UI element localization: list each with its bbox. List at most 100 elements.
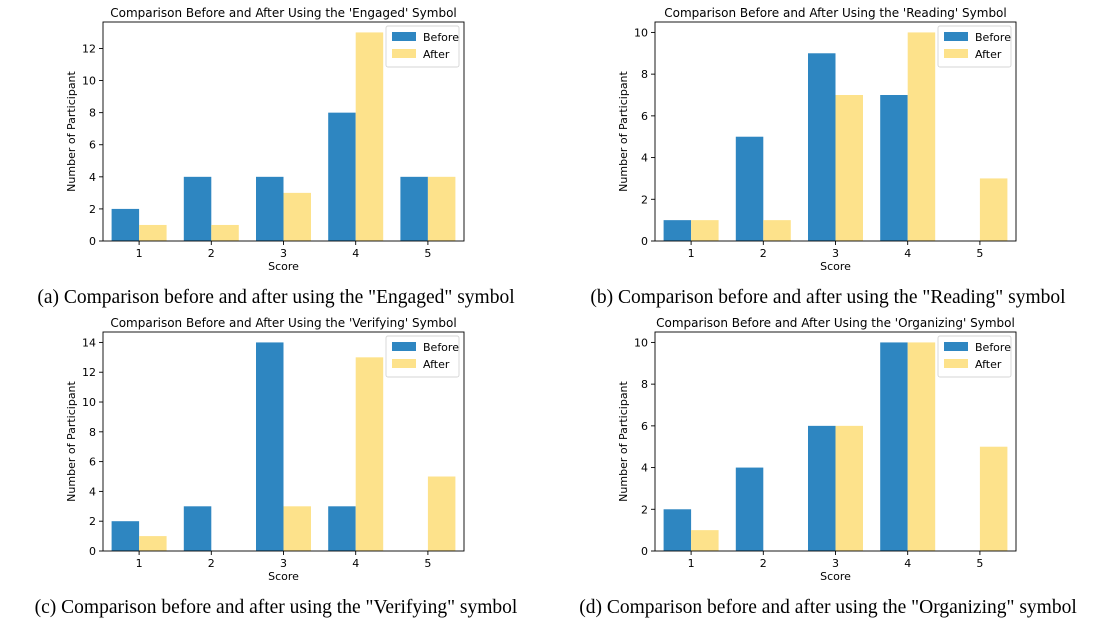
- bar-before-4: [328, 506, 356, 551]
- legend-label-after: After: [423, 48, 450, 61]
- y-axis-label: Number of Participant: [65, 70, 78, 191]
- x-tick-label: 4: [352, 557, 359, 570]
- chart-svg: Comparison Before and After Using the 'E…: [65, 6, 465, 273]
- bar-after-5: [427, 476, 456, 551]
- bar-after-4: [355, 32, 384, 241]
- y-tick-label: 6: [641, 110, 648, 123]
- bar-after-5: [979, 446, 1008, 551]
- y-tick-label: 2: [89, 515, 96, 528]
- y-tick-label: 2: [89, 203, 96, 216]
- y-tick-label: 6: [89, 456, 96, 469]
- bar-after-3: [835, 95, 863, 241]
- chart-panel-engaged: Comparison Before and After Using the 'E…: [0, 0, 552, 310]
- chart-panel-organizing: Comparison Before and After Using the 'O…: [552, 310, 1104, 621]
- x-tick-label: 4: [904, 557, 911, 570]
- legend-label-before: Before: [975, 31, 1011, 44]
- y-tick-label: 4: [641, 152, 648, 165]
- bar-after-2: [763, 220, 791, 241]
- y-tick-label: 6: [641, 420, 648, 433]
- bar-after-4: [907, 32, 936, 241]
- x-tick-label: 3: [280, 557, 287, 570]
- y-tick-label: 2: [641, 503, 648, 516]
- legend-swatch-after: [944, 359, 968, 368]
- x-tick-label: 2: [760, 247, 767, 260]
- bar-before-4: [880, 95, 908, 241]
- y-tick-label: 10: [82, 396, 96, 409]
- chart-svg: Comparison Before and After Using the 'O…: [617, 316, 1017, 583]
- bar-before-3: [256, 342, 284, 551]
- legend: Before After: [385, 335, 460, 378]
- chart-title: Comparison Before and After Using the 'O…: [656, 316, 1015, 330]
- bar-after-1: [139, 224, 167, 241]
- legend-label-before: Before: [975, 341, 1011, 354]
- legend-swatch-before: [392, 342, 416, 351]
- y-tick-label: 4: [641, 462, 648, 475]
- legend-label-after: After: [423, 358, 450, 371]
- x-axis-label: Score: [268, 570, 299, 583]
- x-tick-label: 1: [688, 247, 695, 260]
- y-tick-label: 4: [89, 485, 96, 498]
- y-axis-label: Number of Participant: [65, 380, 78, 501]
- y-tick-label: 2: [641, 193, 648, 206]
- legend-label-before: Before: [423, 31, 459, 44]
- chart-title: Comparison Before and After Using the 'R…: [664, 6, 1006, 20]
- bar-after-4: [907, 342, 936, 551]
- x-tick-label: 1: [688, 557, 695, 570]
- y-tick-label: 8: [641, 68, 648, 81]
- x-tick-label: 5: [976, 557, 983, 570]
- y-tick-label: 8: [89, 426, 96, 439]
- x-tick-label: 5: [424, 247, 431, 260]
- x-tick-label: 3: [280, 247, 287, 260]
- chart-svg: Comparison Before and After Using the 'V…: [65, 316, 465, 583]
- legend-swatch-after: [392, 359, 416, 368]
- y-tick-label: 0: [641, 235, 648, 248]
- caption-engaged: (a) Comparison before and after using th…: [37, 287, 515, 308]
- y-tick-label: 12: [82, 42, 96, 55]
- legend: Before After: [937, 335, 1012, 378]
- bar-after-3: [283, 506, 311, 551]
- bar-before-2: [183, 506, 212, 551]
- caption-organizing: (d) Comparison before and after using th…: [579, 597, 1077, 618]
- x-tick-label: 4: [352, 247, 359, 260]
- y-axis-label: Number of Participant: [617, 380, 630, 501]
- x-tick-label: 2: [760, 557, 767, 570]
- bar-before-2: [183, 176, 212, 241]
- y-tick-label: 0: [641, 545, 648, 558]
- y-tick-label: 6: [89, 139, 96, 152]
- bar-before-2: [735, 136, 764, 241]
- caption-verifying: (c) Comparison before and after using th…: [34, 597, 518, 618]
- x-tick-label: 5: [424, 557, 431, 570]
- y-tick-label: 10: [82, 75, 96, 88]
- chart-svg: Comparison Before and After Using the 'R…: [617, 6, 1017, 273]
- x-tick-label: 5: [976, 247, 983, 260]
- bar-before-2: [735, 467, 764, 551]
- x-axis-label: Score: [820, 260, 851, 273]
- bar-before-4: [328, 112, 356, 242]
- y-tick-label: 10: [634, 336, 648, 349]
- legend-swatch-before: [944, 342, 968, 351]
- bar-after-1: [691, 530, 719, 551]
- legend-label-after: After: [975, 358, 1002, 371]
- legend-label-after: After: [975, 48, 1002, 61]
- chart-title: Comparison Before and After Using the 'V…: [110, 316, 456, 330]
- bar-after-3: [835, 425, 863, 551]
- x-tick-label: 2: [208, 557, 215, 570]
- bar-before-3: [808, 53, 836, 242]
- bar-after-5: [427, 176, 456, 241]
- legend: Before After: [937, 25, 1012, 68]
- bar-after-2: [211, 224, 239, 241]
- bar-before-4: [880, 342, 908, 551]
- chart-title: Comparison Before and After Using the 'E…: [110, 6, 457, 20]
- y-tick-label: 14: [82, 336, 96, 349]
- y-axis-label: Number of Participant: [617, 70, 630, 191]
- bar-after-1: [691, 220, 719, 241]
- legend-label-before: Before: [423, 341, 459, 354]
- chart-panel-reading: Comparison Before and After Using the 'R…: [552, 0, 1104, 310]
- y-tick-label: 8: [641, 378, 648, 391]
- legend: Before After: [385, 25, 460, 68]
- caption-reading: (b) Comparison before and after using th…: [590, 287, 1066, 308]
- y-tick-label: 8: [89, 107, 96, 120]
- bar-before-1: [663, 509, 692, 551]
- x-tick-label: 1: [136, 247, 143, 260]
- bar-before-3: [256, 176, 284, 241]
